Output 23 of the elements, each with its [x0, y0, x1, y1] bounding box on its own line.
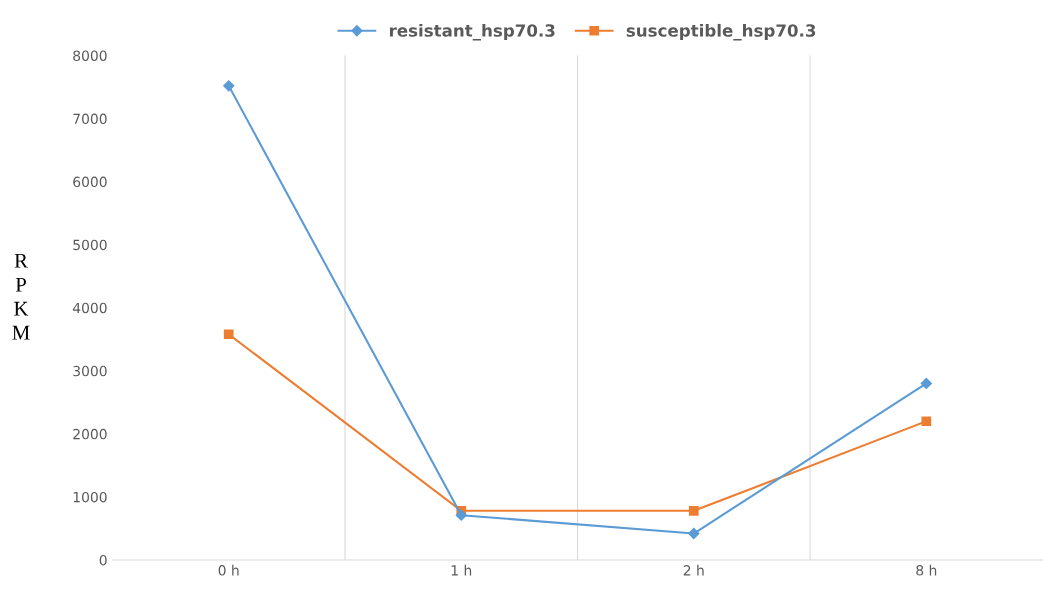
point — [223, 329, 234, 340]
point — [688, 527, 700, 540]
y-tick-label: 6000 — [73, 176, 107, 188]
point — [920, 377, 932, 390]
y-tick-label: 1000 — [73, 491, 107, 503]
point — [921, 416, 932, 427]
y-tick-label: 5000 — [73, 239, 107, 251]
y-tick-label: 4000 — [72, 302, 107, 314]
x-tick-label: 1 h — [451, 564, 472, 576]
point — [688, 505, 699, 516]
legend-label: resistant_hsp70.3 — [389, 23, 555, 41]
x-tick-label: 2 h — [683, 564, 704, 576]
point — [223, 80, 235, 92]
x-tick-label: 0 h — [218, 564, 239, 576]
y-tick-label: 3000 — [73, 365, 107, 377]
legend-label: susceptible_hsp70.3 — [626, 23, 816, 41]
y-tick-label: 8000 — [73, 50, 107, 61]
x-tick-label: 8 h — [916, 564, 937, 576]
y-tick-label: 0 — [99, 554, 107, 566]
point — [455, 509, 467, 521]
y-axis-title: R P K M — [12, 253, 30, 340]
y-tick-label: 2000 — [73, 428, 107, 440]
y-tick-label: 7000 — [73, 113, 107, 125]
